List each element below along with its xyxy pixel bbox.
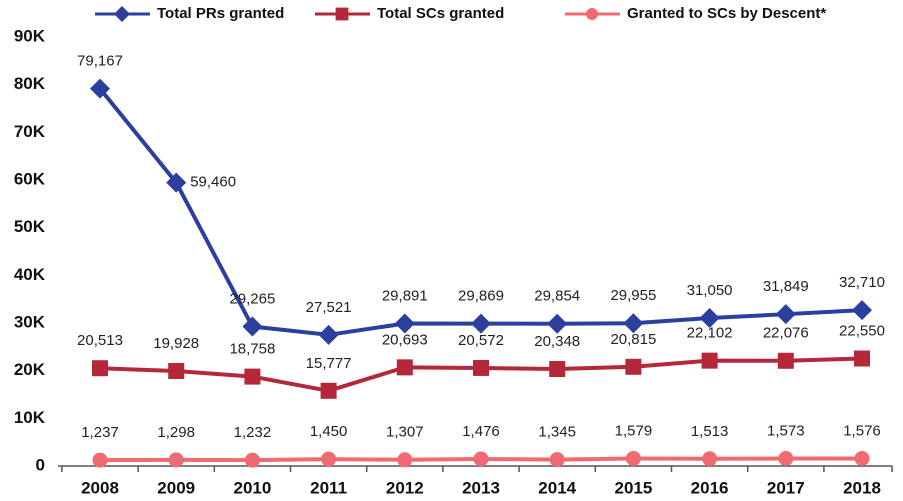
x-tick-label: 2015 bbox=[614, 478, 652, 497]
data-label: 1,232 bbox=[234, 424, 272, 441]
y-tick-label: 40K bbox=[14, 265, 46, 284]
data-label: 18,758 bbox=[229, 341, 275, 358]
data-label: 1,579 bbox=[615, 422, 653, 439]
data-label: 1,513 bbox=[691, 423, 729, 440]
point bbox=[547, 313, 568, 334]
point bbox=[92, 360, 108, 377]
data-label: 20,513 bbox=[77, 332, 123, 349]
point bbox=[473, 451, 489, 467]
point bbox=[854, 350, 870, 367]
point bbox=[471, 313, 491, 334]
point bbox=[320, 382, 337, 399]
data-label: 1,237 bbox=[81, 424, 119, 441]
data-label: 32,710 bbox=[839, 274, 885, 291]
point bbox=[396, 359, 413, 376]
point bbox=[92, 452, 108, 468]
data-label: 1,345 bbox=[538, 424, 576, 441]
x-tick-label: 2011 bbox=[310, 478, 347, 497]
legend-label: Total PRs granted bbox=[157, 5, 284, 22]
x-tick-label: 2017 bbox=[767, 478, 805, 497]
point bbox=[90, 78, 110, 99]
data-label: 20,572 bbox=[458, 332, 504, 349]
data-label: 15,777 bbox=[306, 355, 352, 372]
y-tick-label: 60K bbox=[14, 169, 46, 188]
data-label: 1,307 bbox=[386, 424, 424, 441]
x-tick-label: 2012 bbox=[386, 478, 424, 497]
point bbox=[625, 450, 641, 466]
data-label: 59,460 bbox=[190, 174, 236, 191]
point bbox=[473, 359, 489, 376]
x-tick-label: 2008 bbox=[81, 478, 119, 497]
point bbox=[549, 361, 566, 378]
data-label: 29,869 bbox=[458, 288, 504, 305]
data-label: 29,955 bbox=[610, 287, 656, 304]
legend-marker bbox=[335, 7, 349, 21]
legend-marker bbox=[586, 8, 598, 20]
point bbox=[394, 313, 415, 334]
point bbox=[242, 316, 263, 337]
point bbox=[321, 451, 337, 467]
point bbox=[623, 313, 644, 334]
data-label: 1,450 bbox=[310, 423, 348, 440]
point bbox=[699, 307, 720, 328]
point bbox=[775, 304, 796, 325]
point bbox=[778, 451, 794, 467]
data-label: 29,854 bbox=[534, 288, 580, 305]
y-tick-label: 20K bbox=[14, 360, 46, 379]
x-tick-label: 2010 bbox=[233, 478, 271, 497]
data-label: 20,815 bbox=[610, 331, 656, 348]
data-label: 29,265 bbox=[229, 290, 275, 307]
point bbox=[549, 452, 565, 468]
y-tick-label: 50K bbox=[14, 217, 46, 236]
data-label: 1,573 bbox=[767, 422, 805, 439]
point bbox=[854, 450, 870, 466]
legend-marker bbox=[114, 6, 130, 22]
data-label: 79,167 bbox=[77, 53, 123, 70]
data-label: 20,693 bbox=[382, 331, 428, 348]
data-label: 27,521 bbox=[306, 299, 352, 316]
point bbox=[244, 452, 260, 468]
data-label: 31,050 bbox=[687, 282, 733, 299]
y-tick-label: 10K bbox=[14, 408, 46, 427]
point bbox=[625, 358, 642, 375]
point bbox=[244, 368, 261, 385]
x-tick-label: 2014 bbox=[538, 478, 576, 497]
point bbox=[168, 363, 185, 380]
data-label: 22,076 bbox=[763, 325, 809, 342]
y-tick-label: 80K bbox=[14, 74, 46, 93]
legend-label: Total SCs granted bbox=[377, 5, 504, 22]
data-label: 22,102 bbox=[687, 325, 733, 342]
point bbox=[702, 451, 718, 467]
y-tick-label: 0 bbox=[36, 455, 45, 474]
data-label: 19,928 bbox=[153, 335, 199, 352]
point bbox=[852, 300, 872, 321]
y-tick-label: 70K bbox=[14, 122, 46, 141]
point bbox=[166, 172, 187, 193]
point bbox=[168, 452, 184, 468]
x-tick-label: 2013 bbox=[462, 478, 500, 497]
legend-label: Granted to SCs by Descent* bbox=[627, 5, 826, 22]
point bbox=[777, 352, 794, 369]
y-tick-label: 30K bbox=[14, 312, 46, 331]
y-tick-label: 90K bbox=[14, 26, 46, 45]
data-label: 1,576 bbox=[843, 422, 881, 439]
data-label: 22,550 bbox=[839, 322, 885, 339]
x-tick-label: 2009 bbox=[157, 478, 195, 497]
data-label: 31,849 bbox=[763, 278, 809, 295]
x-tick-label: 2018 bbox=[843, 478, 881, 497]
data-label: 1,476 bbox=[462, 423, 500, 440]
x-tick-label: 2016 bbox=[691, 478, 729, 497]
point bbox=[318, 324, 339, 345]
point bbox=[701, 352, 718, 369]
data-label: 1,298 bbox=[157, 424, 195, 441]
data-label: 29,891 bbox=[382, 287, 428, 304]
point bbox=[397, 452, 413, 468]
data-label: 20,348 bbox=[534, 333, 580, 350]
